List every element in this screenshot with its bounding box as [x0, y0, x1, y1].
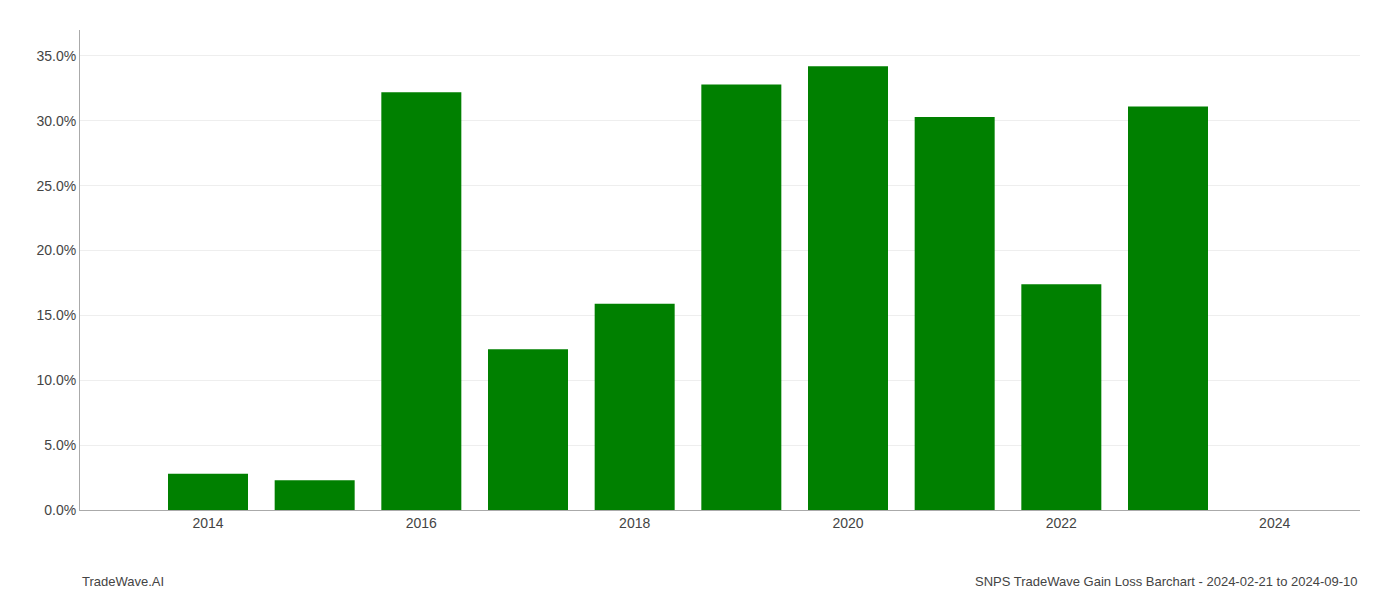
svg-text:30.0%: 30.0% — [36, 113, 76, 129]
svg-text:2024: 2024 — [1259, 515, 1290, 531]
svg-text:20.0%: 20.0% — [36, 242, 76, 258]
svg-text:2020: 2020 — [832, 515, 863, 531]
svg-text:35.0%: 35.0% — [36, 48, 76, 64]
svg-text:25.0%: 25.0% — [36, 178, 76, 194]
svg-text:0.0%: 0.0% — [44, 502, 76, 518]
svg-text:2014: 2014 — [192, 515, 223, 531]
svg-text:TradeWave.AI: TradeWave.AI — [82, 574, 164, 589]
svg-text:10.0%: 10.0% — [36, 372, 76, 388]
svg-text:15.0%: 15.0% — [36, 307, 76, 323]
svg-text:5.0%: 5.0% — [44, 437, 76, 453]
svg-text:2016: 2016 — [406, 515, 437, 531]
svg-text:2018: 2018 — [619, 515, 650, 531]
svg-text:SNPS TradeWave Gain Loss Barch: SNPS TradeWave Gain Loss Barchart - 2024… — [975, 574, 1358, 589]
svg-text:2022: 2022 — [1046, 515, 1077, 531]
